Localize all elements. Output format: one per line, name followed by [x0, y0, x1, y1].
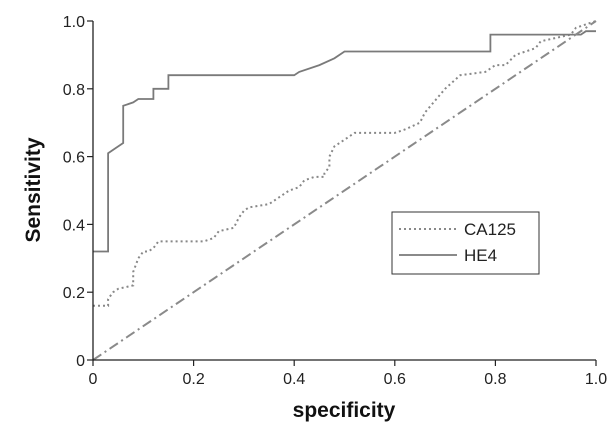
y-tick-label: 1.0 [63, 14, 85, 31]
legend-label-ca125: CA125 [464, 220, 516, 239]
y-tick-label: 0.4 [63, 217, 85, 234]
x-tick-label: 0.2 [182, 371, 204, 388]
series-line-he4 [93, 30, 596, 253]
y-tick-label: 0.6 [63, 150, 85, 167]
y-axis-title: Sensitivity [22, 137, 45, 242]
x-tick-label: 1.0 [585, 371, 607, 388]
y-tick-label: 0 [76, 353, 85, 370]
legend-box [391, 211, 540, 275]
y-tick-label: 0.2 [63, 285, 85, 302]
x-tick-label: 0 [89, 371, 98, 388]
x-tick-label: 0.6 [384, 371, 406, 388]
y-tick-label: 0.8 [63, 82, 85, 99]
x-axis-title: specificity [293, 399, 396, 422]
plot-area [92, 20, 597, 361]
legend: CA125 HE4 [391, 211, 540, 275]
legend-label-he4: HE4 [464, 246, 497, 265]
reference-diagonal-line [92, 20, 597, 361]
series-line-ca125 [93, 20, 597, 307]
x-tick-label: 0.8 [484, 371, 506, 388]
axes: 0 0.2 0.4 0.6 0.8 1.0 0 0.2 0.4 0.6 0.8 1.0 [63, 14, 607, 388]
x-tick-label: 0.4 [283, 371, 305, 388]
